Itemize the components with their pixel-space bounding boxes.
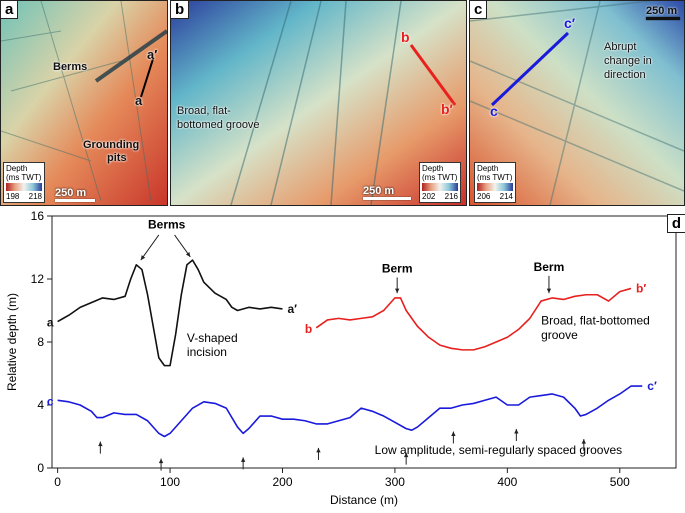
panel-c-change-label-line2: change in (604, 55, 652, 67)
legend-min: 206 (477, 192, 491, 201)
panel-a-grounding-label: Grounding (83, 139, 140, 151)
panel-c-depth-legend: Depth (ms TWT) 206 214 (474, 162, 516, 203)
profile-end-label-a: a′ (287, 302, 297, 316)
groove-arrow-1-head (98, 441, 103, 447)
profile-start-label-c: c (47, 394, 54, 408)
panel-b-label: b (171, 1, 190, 19)
legend-min: 202 (422, 192, 436, 201)
panel-c-change-label-line1: Abrupt (604, 41, 637, 53)
legend-max: 216 (444, 192, 458, 201)
groove-arrow-8-head (581, 439, 586, 444)
groove-arrow-6-head (451, 431, 456, 437)
legend-min: 198 (6, 192, 20, 201)
panel-b-section-start: b (401, 29, 410, 45)
scale-line (363, 197, 411, 200)
profile-start-label-a: a (47, 316, 54, 330)
panel-c-label: c (470, 1, 488, 19)
panel-d: 0 4 8 12 16 0 100 200 300 400 500 Distance (m) Relat… (0, 206, 685, 508)
groove-arrow-7-head (514, 429, 519, 434)
panel-a-pits-label: pits (107, 152, 127, 164)
legend-max: 218 (28, 192, 42, 201)
groove-arrow-4-head (316, 447, 321, 453)
profile-end-label-b: b′ (636, 281, 646, 295)
legend-title: Depth (477, 164, 499, 173)
broad-groove-label-line1: Broad, flat-bottomed (541, 314, 650, 328)
low-amplitude-label: Low amplitude, semi-regularly spaced gro… (375, 443, 622, 457)
scale-line (55, 199, 95, 202)
scale-label: 250 m (55, 187, 87, 199)
panel-c-section-end: c′ (564, 15, 576, 31)
y-tick-label: 16 (31, 209, 45, 223)
x-tick-label: 100 (160, 475, 180, 489)
panel-c-section-start: c (490, 103, 498, 119)
panel-a-label: a (1, 1, 19, 19)
x-axis-label: Distance (m) (330, 493, 398, 507)
scale-label: 250 m (646, 5, 678, 17)
y-axis-label: Relative depth (m) (5, 293, 19, 391)
broad-groove-label-line2: groove (541, 328, 578, 342)
panel-b: b b b′ Broad, flat- bottomed groove 250 … (170, 0, 467, 206)
berm-arrow-2-head (546, 288, 552, 294)
groove-arrow-5-head (403, 452, 409, 458)
panel-a-section-start: a (135, 93, 143, 108)
panel-d-label: d (666, 214, 685, 233)
x-tick-label: 200 (272, 475, 292, 489)
panel-b-groove-label-line1: Broad, flat- (177, 105, 231, 117)
y-tick-label: 12 (31, 272, 45, 286)
scale-line (646, 17, 680, 20)
profile-chart: 0 4 8 12 16 0 100 200 300 400 500 Distance (m) Relat… (5, 209, 677, 507)
legend-units: (ms TWT) (6, 173, 42, 182)
panel-b-scale-bar: 250 m (363, 185, 411, 200)
x-tick-label: 300 (385, 475, 405, 489)
berm-arrow-1-head (394, 288, 400, 294)
panel-b-depth-legend: Depth (ms TWT) 202 216 (419, 162, 461, 203)
panel-a-section-end: a′ (147, 47, 158, 62)
panel-a-depth-legend: Depth (ms TWT) 198 218 (3, 162, 45, 203)
x-tick-label: 500 (610, 475, 630, 489)
profile-line-b (315, 287, 632, 351)
v-shaped-label-line2: incision (187, 345, 227, 359)
v-shaped-label-line1: V-shaped (187, 331, 238, 345)
x-tick-label: 400 (497, 475, 517, 489)
panel-c: c c′ c Abrupt change in direction 250 m … (469, 0, 685, 206)
profile-end-label-c: c′ (647, 379, 657, 393)
profile-line-c (57, 385, 643, 438)
panel-b-section-end: b′ (441, 101, 453, 117)
legend-units: (ms TWT) (422, 173, 458, 182)
x-tick-label: 0 (54, 475, 61, 489)
profile-line-a (57, 259, 283, 367)
berms-arrow-right-head (185, 252, 191, 257)
legend-colorbar (422, 183, 458, 191)
legend-title: Depth (6, 164, 28, 173)
profile-start-label-b: b (305, 322, 312, 336)
panel-a-scale-bar: 250 m (55, 187, 95, 202)
berm-annotation-1: Berm (382, 262, 413, 276)
legend-units: (ms TWT) (477, 173, 513, 182)
groove-arrow-2-head (158, 458, 164, 464)
y-tick-label: 8 (37, 335, 44, 349)
legend-title: Depth (422, 164, 444, 173)
panel-b-map (171, 1, 466, 205)
legend-colorbar (6, 183, 42, 191)
berms-annotation: Berms (148, 218, 186, 232)
panel-c-scale-bar: 250 m (646, 5, 680, 20)
groove-arrow-3-head (240, 457, 246, 462)
panel-a: a Berms a′ a Grounding pits Depth (ms TW… (0, 0, 168, 206)
berms-arrow-left-shaft (140, 234, 160, 261)
berms-arrow-right-shaft (174, 234, 191, 258)
y-tick-label: 4 (37, 398, 44, 412)
berms-arrow-left-head (140, 255, 146, 261)
legend-colorbar (477, 183, 513, 191)
panel-a-berms-label: Berms (53, 61, 88, 73)
scale-label: 250 m (363, 185, 395, 197)
legend-max: 214 (499, 192, 513, 201)
panel-c-change-label-line3: direction (604, 69, 646, 81)
y-tick-label: 0 (37, 461, 44, 475)
berm-annotation-2: Berm (534, 260, 565, 274)
panel-b-groove-label-line2: bottomed groove (177, 119, 260, 131)
